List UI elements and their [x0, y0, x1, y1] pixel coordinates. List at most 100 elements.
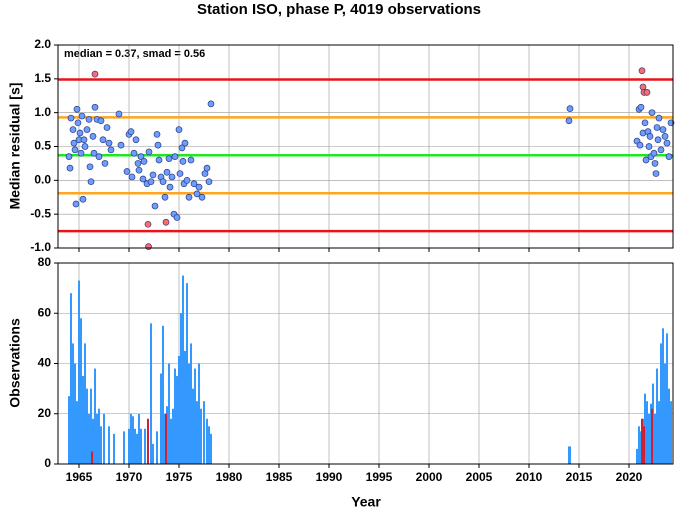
data-point: [652, 170, 660, 177]
data-point: [144, 220, 152, 228]
data-point: [657, 146, 665, 154]
bar: [152, 443, 154, 464]
bar: [172, 408, 174, 464]
data-point: [149, 171, 157, 179]
data-point: [183, 176, 191, 184]
bar: [668, 388, 670, 464]
data-point: [73, 105, 81, 113]
data-point: [166, 183, 174, 191]
bar: [664, 363, 666, 464]
bar: [147, 418, 149, 464]
bar: [82, 376, 84, 464]
bar: [76, 401, 78, 464]
data-point: [175, 126, 183, 133]
bar: [90, 388, 92, 464]
bar: [636, 448, 638, 464]
y-tick-label: 40: [38, 356, 52, 370]
data-point: [661, 133, 669, 140]
x-tick-label: 2010: [516, 470, 543, 484]
bar: [206, 418, 208, 464]
x-axis-label: Year: [351, 494, 381, 510]
data-point: [76, 129, 84, 137]
data-point: [198, 193, 206, 201]
x-tick-label: 1985: [266, 470, 293, 484]
bar: [94, 368, 96, 464]
bar: [88, 413, 90, 464]
x-tick-label: 1980: [216, 470, 243, 484]
data-point: [139, 175, 147, 183]
bar: [140, 428, 142, 464]
bar: [70, 293, 72, 464]
data-point: [176, 170, 184, 177]
x-tick-label: 2005: [466, 470, 493, 484]
bar: [180, 313, 182, 464]
bar: [170, 418, 172, 464]
data-point: [203, 164, 211, 172]
bar: [186, 283, 188, 464]
bar: [84, 343, 86, 464]
data-point: [83, 126, 91, 133]
chart-title: Station ISO, phase P, 4019 observations: [197, 1, 481, 18]
bar: [113, 433, 115, 464]
x-tick-label: 2020: [616, 470, 643, 484]
bar: [656, 368, 658, 464]
bar: [660, 343, 662, 464]
data-point: [642, 156, 650, 164]
data-point: [97, 117, 105, 125]
bar: [658, 401, 660, 464]
data-point: [643, 89, 651, 96]
data-point: [179, 158, 187, 165]
data-point: [67, 114, 75, 122]
data-point: [663, 139, 671, 147]
y-tick-label: -0.5: [30, 206, 51, 220]
data-point: [107, 146, 115, 154]
x-tick-label: 1965: [66, 470, 93, 484]
bar: [138, 413, 140, 464]
bar: [168, 363, 170, 464]
data-point: [105, 139, 113, 147]
data-point: [134, 160, 142, 167]
bar: [200, 408, 202, 464]
data-point: [81, 143, 89, 150]
bar: [651, 408, 653, 464]
y-tick-label: -1.0: [30, 240, 51, 254]
data-point: [69, 126, 77, 133]
data-point: [163, 168, 171, 176]
data-point: [78, 112, 86, 120]
bar: [68, 396, 70, 464]
bar: [569, 446, 571, 464]
bar: [86, 388, 88, 464]
x-tick-label: 2015: [566, 470, 593, 484]
bar: [98, 408, 100, 464]
bar: [100, 426, 102, 464]
x-tick-label: 1970: [116, 470, 143, 484]
bar: [123, 431, 125, 464]
bar: [74, 363, 76, 464]
bar: [132, 416, 134, 464]
data-point: [79, 195, 87, 203]
data-point: [654, 136, 662, 144]
data-point: [65, 153, 73, 160]
data-point: [195, 183, 203, 191]
bar: [184, 350, 186, 464]
bar: [194, 368, 196, 464]
data-point: [636, 141, 644, 149]
data-point: [151, 202, 159, 210]
data-point: [145, 148, 153, 156]
bar: [160, 373, 162, 464]
bar: [103, 413, 105, 464]
bar: [198, 363, 200, 464]
data-point: [566, 105, 574, 112]
bar: [80, 318, 82, 464]
bar: [136, 433, 138, 464]
plot-frame: [57, 262, 674, 465]
data-point: [154, 141, 162, 149]
bar: [72, 343, 74, 464]
data-point: [66, 164, 74, 172]
bar: [638, 426, 640, 464]
data-point: [648, 109, 656, 117]
data-point: [153, 130, 161, 138]
data-point: [162, 218, 170, 226]
data-point: [659, 126, 667, 133]
